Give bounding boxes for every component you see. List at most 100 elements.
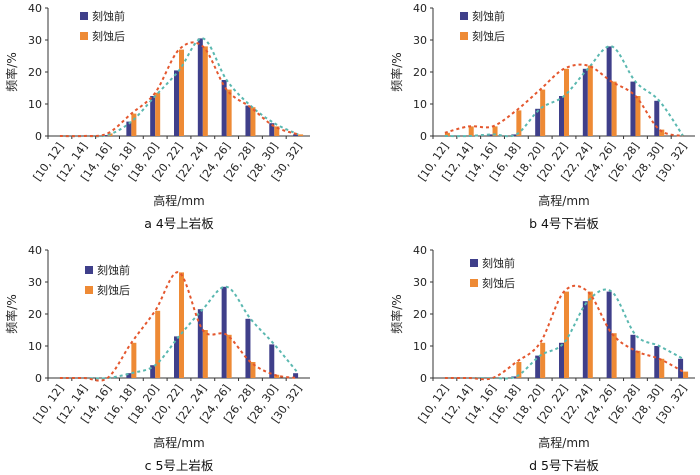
legend-label-after: 刻蚀后 [92, 29, 125, 43]
bar-after [226, 89, 232, 136]
bar-before [221, 286, 227, 378]
legend-swatch-before [460, 12, 468, 20]
y-tick-label: 0 [35, 130, 42, 143]
bar-before [630, 334, 636, 378]
bar-before [126, 373, 132, 378]
y-tick-label: 10 [28, 340, 42, 353]
bar-after [250, 107, 256, 136]
bar-before [150, 96, 156, 136]
fit-curve-before [59, 285, 299, 380]
bar-after [226, 334, 232, 378]
y-tick-label: 0 [420, 372, 427, 385]
bar-after [274, 126, 280, 136]
legend-swatch-before [470, 259, 478, 267]
bar-after [587, 291, 593, 378]
legend-swatch-after [80, 32, 88, 40]
y-tick-label: 40 [28, 244, 42, 257]
y-tick-label: 40 [28, 2, 42, 15]
y-axis-title: 频率/% [4, 294, 19, 333]
bar-before [197, 309, 203, 378]
bar-before [197, 38, 203, 136]
bar-before [293, 373, 299, 378]
y-tick-label: 0 [35, 372, 42, 385]
legend-label-after: 刻蚀后 [472, 29, 505, 43]
fit-curve-before [444, 45, 684, 138]
panel-caption: b 4号下岩板 [529, 216, 599, 231]
bar-after [202, 46, 208, 136]
bar-after [468, 126, 474, 136]
bar-before [221, 80, 227, 136]
bar-before [511, 376, 517, 378]
y-tick-label: 20 [413, 66, 427, 79]
panel-caption: a 4号上岩板 [144, 216, 214, 231]
bar-after [564, 68, 569, 136]
bar-after [179, 272, 184, 378]
bar-after [155, 92, 161, 136]
y-tick-label: 40 [413, 244, 427, 257]
legend-label-before: 刻蚀前 [92, 9, 125, 23]
bar-before [678, 358, 684, 378]
legend-label-after: 刻蚀后 [482, 276, 515, 290]
bar-after [659, 358, 665, 378]
bar-before [535, 355, 541, 378]
y-tick-label: 10 [413, 98, 427, 111]
fit-curve-before [59, 37, 299, 138]
bar-before [511, 134, 517, 136]
y-tick-label: 30 [28, 276, 42, 289]
legend-swatch-before [85, 266, 93, 274]
y-tick-label: 0 [420, 130, 427, 143]
bar-after [564, 291, 569, 378]
bar-after [131, 342, 137, 378]
bar-before [559, 96, 564, 136]
bar-after [587, 65, 593, 136]
bar-before [487, 134, 493, 136]
bar-after [516, 362, 522, 378]
fit-curve-after [444, 63, 684, 137]
bar-after [683, 371, 689, 378]
legend-label-before: 刻蚀前 [97, 263, 130, 277]
y-tick-label: 10 [413, 340, 427, 353]
bar-before [535, 108, 541, 136]
bar-before [174, 336, 179, 378]
bar-after [540, 342, 546, 378]
x-axis-title: 高程/mm [538, 435, 589, 450]
bar-before [102, 135, 108, 136]
bar-after [635, 96, 641, 136]
y-tick-label: 40 [413, 2, 427, 15]
bar-before [269, 344, 275, 378]
legend-swatch-after [470, 279, 478, 287]
y-tick-label: 20 [28, 66, 42, 79]
legend-swatch-before [80, 12, 88, 20]
bar-after [298, 134, 304, 136]
bar-after [635, 350, 641, 378]
legend-swatch-after [85, 286, 93, 294]
bar-before [654, 346, 660, 378]
bar-before [293, 134, 299, 136]
bar-after [611, 81, 617, 136]
bar-before [150, 365, 156, 378]
panel-caption: d 5号下岩板 [529, 458, 599, 473]
bar-before [245, 105, 251, 136]
fit-curve-before [444, 288, 684, 380]
bar-before [245, 318, 251, 378]
y-tick-label: 10 [28, 98, 42, 111]
bar-after [492, 126, 498, 136]
legend-label-before: 刻蚀前 [482, 256, 515, 270]
bar-before [654, 100, 660, 136]
bar-before [269, 123, 275, 136]
y-tick-label: 30 [28, 34, 42, 47]
legend-label-after: 刻蚀后 [97, 283, 130, 297]
y-tick-label: 20 [28, 308, 42, 321]
bar-after [659, 129, 665, 136]
x-axis-title: 高程/mm [153, 435, 204, 450]
legend-swatch-after [460, 32, 468, 40]
fit-curve-after [444, 284, 684, 381]
bar-before [126, 121, 132, 136]
x-axis-title: 高程/mm [153, 193, 204, 208]
